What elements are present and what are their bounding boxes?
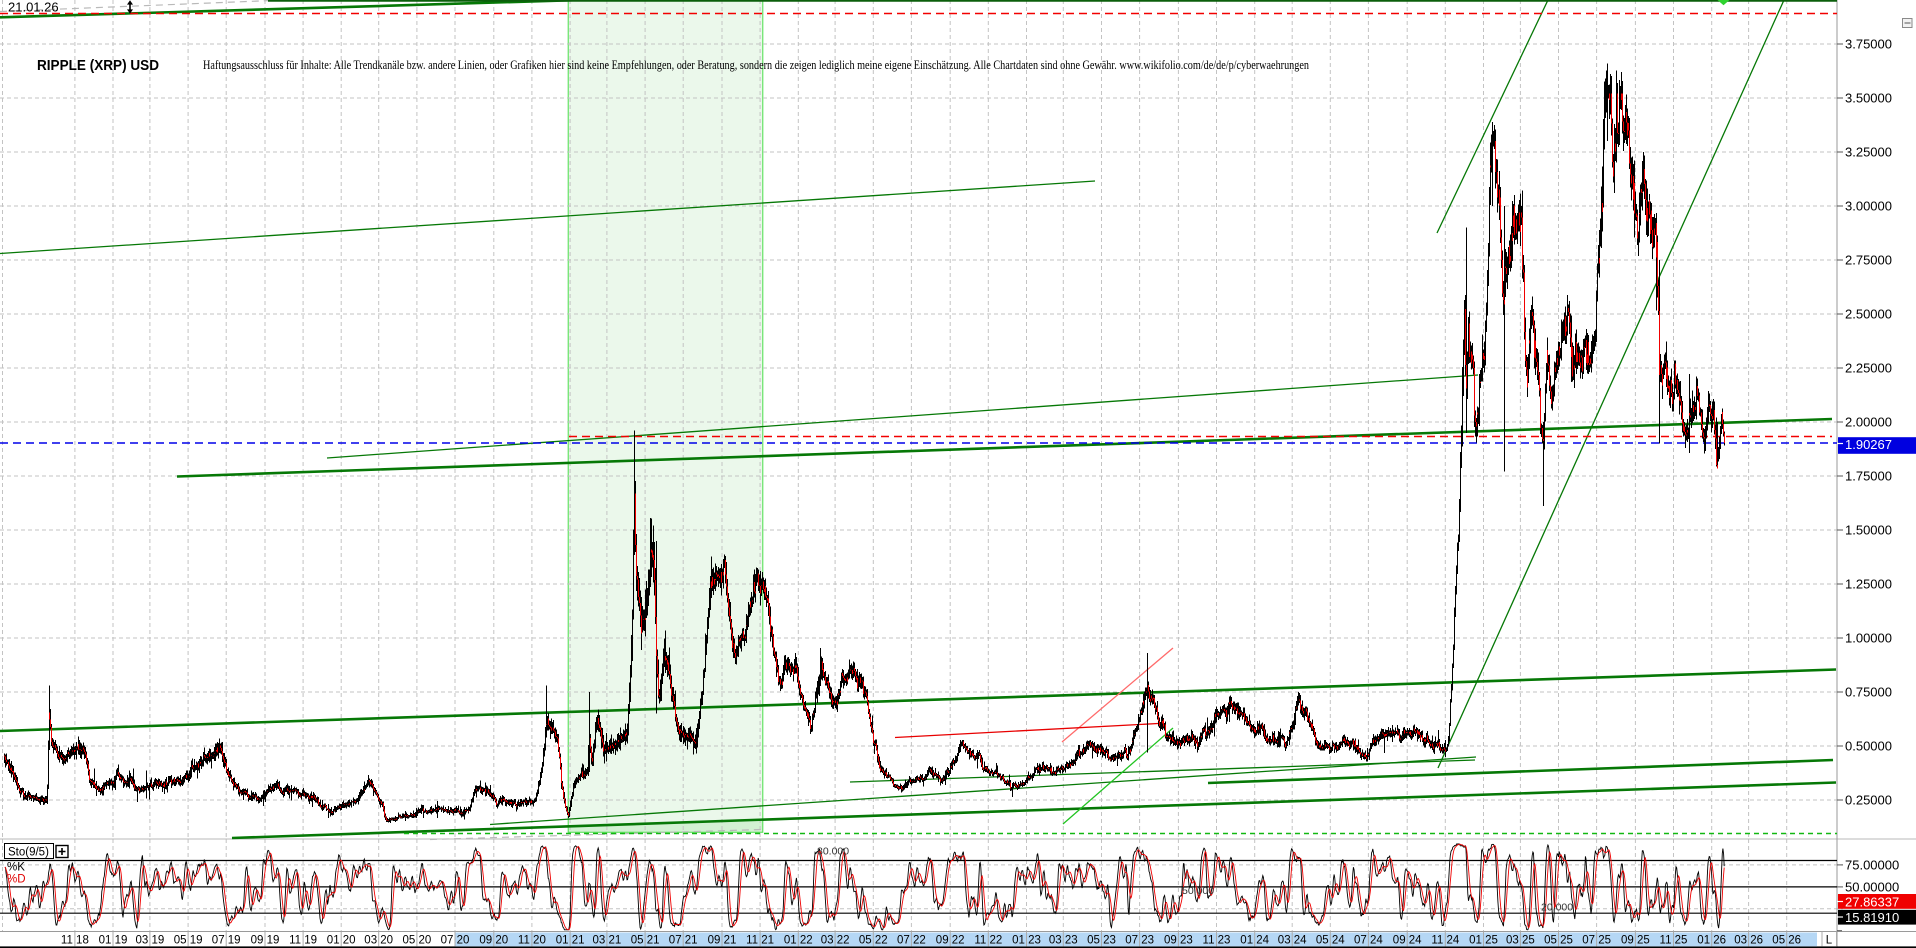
svg-text:75.00000: 75.00000 <box>1845 857 1899 872</box>
svg-text:05 23: 05 23 <box>1087 935 1116 947</box>
svg-text:03 19: 03 19 <box>136 935 165 947</box>
svg-text:03 25: 03 25 <box>1506 935 1535 947</box>
svg-text:27.86337: 27.86337 <box>1845 894 1899 909</box>
svg-text:03 24: 03 24 <box>1278 935 1307 947</box>
svg-text:11 22: 11 22 <box>974 935 1002 947</box>
svg-text:0.50000: 0.50000 <box>1845 739 1892 754</box>
svg-text:09 21: 09 21 <box>708 935 737 947</box>
svg-text:1.50000: 1.50000 <box>1845 523 1892 538</box>
svg-text:05 25: 05 25 <box>1544 935 1573 947</box>
svg-text:11 18: 11 18 <box>61 935 89 947</box>
svg-text:Sto(9/5): Sto(9/5) <box>8 847 49 859</box>
svg-text:09 22: 09 22 <box>936 935 965 947</box>
svg-text:11 19: 11 19 <box>289 935 317 947</box>
svg-text:09 23: 09 23 <box>1164 935 1193 947</box>
svg-text:01 23: 01 23 <box>1012 935 1041 947</box>
svg-text:01 25: 01 25 <box>1469 935 1498 947</box>
svg-text:2.50000: 2.50000 <box>1845 307 1892 322</box>
svg-text:01 22: 01 22 <box>784 935 813 947</box>
svg-text:07 24: 07 24 <box>1354 935 1383 947</box>
svg-text:09 25: 09 25 <box>1621 935 1650 947</box>
svg-text:1.90267: 1.90267 <box>1845 437 1892 452</box>
svg-text:11 20: 11 20 <box>518 935 546 947</box>
svg-text:1.25000: 1.25000 <box>1845 577 1892 592</box>
svg-text:2.25000: 2.25000 <box>1845 361 1892 376</box>
svg-text:09 20: 09 20 <box>479 935 508 947</box>
svg-text:11 21: 11 21 <box>746 935 774 947</box>
svg-text:07 21: 07 21 <box>669 935 698 947</box>
svg-text:07 19: 07 19 <box>212 935 241 947</box>
svg-text:05 20: 05 20 <box>403 935 432 947</box>
svg-text:07 23: 07 23 <box>1125 935 1154 947</box>
svg-text:RIPPLE (XRP) USD: RIPPLE (XRP) USD <box>37 58 159 74</box>
svg-text:03 21: 03 21 <box>593 935 622 947</box>
svg-text:3.00000: 3.00000 <box>1845 199 1892 214</box>
svg-text:1.00000: 1.00000 <box>1845 631 1892 646</box>
svg-text:07 25: 07 25 <box>1582 935 1611 947</box>
svg-text:2.75000: 2.75000 <box>1845 253 1892 268</box>
svg-text:Haftungsausschluss für Inhalte: Haftungsausschluss für Inhalte: Alle Tre… <box>203 57 1309 72</box>
svg-text:50.00000: 50.00000 <box>1845 879 1899 894</box>
svg-text:11 24: 11 24 <box>1431 935 1460 947</box>
svg-text:07 20: 07 20 <box>441 935 470 947</box>
svg-text:2.00000: 2.00000 <box>1845 415 1892 430</box>
svg-text:05 21: 05 21 <box>631 935 660 947</box>
svg-text:%K: %K <box>7 862 25 874</box>
svg-text:L: L <box>1826 935 1833 947</box>
svg-text:3.50000: 3.50000 <box>1845 91 1892 106</box>
svg-text:0.75000: 0.75000 <box>1845 685 1892 700</box>
svg-text:03 20: 03 20 <box>364 935 393 947</box>
svg-text:1.75000: 1.75000 <box>1845 469 1892 484</box>
svg-text:11 23: 11 23 <box>1203 935 1231 947</box>
svg-text:03 26: 03 26 <box>1734 935 1763 947</box>
svg-text:3.25000: 3.25000 <box>1845 145 1892 160</box>
svg-text:05 24: 05 24 <box>1316 935 1345 947</box>
svg-text:3.75000: 3.75000 <box>1845 37 1892 52</box>
svg-text:01 26: 01 26 <box>1697 935 1726 947</box>
svg-text:50.000: 50.000 <box>1182 885 1214 897</box>
svg-text:05 22: 05 22 <box>859 935 888 947</box>
svg-text:0.25000: 0.25000 <box>1845 793 1892 808</box>
svg-text:05 19: 05 19 <box>174 935 203 947</box>
svg-text:01 20: 01 20 <box>327 935 356 947</box>
svg-text:01 21: 01 21 <box>556 935 585 947</box>
svg-text:01 24: 01 24 <box>1240 935 1269 947</box>
svg-text:80.000: 80.000 <box>817 846 849 858</box>
svg-text:21.01.26: 21.01.26 <box>8 0 59 15</box>
svg-text:20.000: 20.000 <box>1541 902 1573 914</box>
svg-text:01 19: 01 19 <box>99 935 128 947</box>
svg-text:05 26: 05 26 <box>1772 935 1801 947</box>
svg-text:15.81910: 15.81910 <box>1845 910 1899 925</box>
svg-text:%D: %D <box>7 874 26 886</box>
svg-text:03 22: 03 22 <box>821 935 850 947</box>
svg-text:07 22: 07 22 <box>897 935 926 947</box>
svg-text:03 23: 03 23 <box>1049 935 1078 947</box>
svg-text:11 25: 11 25 <box>1660 935 1688 947</box>
svg-text:09 19: 09 19 <box>251 935 280 947</box>
svg-text:09 24: 09 24 <box>1393 935 1422 947</box>
